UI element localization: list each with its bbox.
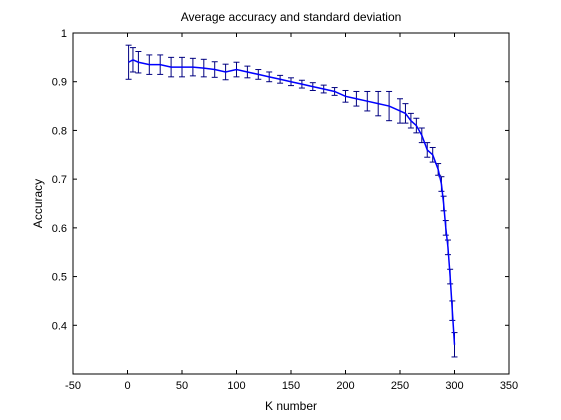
x-tick-label: 250 [391,380,409,392]
x-tick-label: -50 [65,380,81,392]
y-tick-label: 0.4 [52,320,67,332]
x-axis-label: K number [265,399,317,413]
plot-area [72,32,510,375]
y-tick-label: 0.6 [52,223,67,235]
y-tick-label: 0.7 [52,174,67,186]
y-axis-label: Accuracy [31,179,45,228]
y-tick-label: 1 [61,28,67,40]
x-tick-label: 150 [282,380,300,392]
x-tick-label: 50 [176,380,188,392]
y-tick-label: 0.5 [52,272,67,284]
x-tick-label: 200 [336,380,354,392]
y-tick-label: 0.9 [52,77,67,89]
chart-title: Average accuracy and standard deviation [181,10,402,24]
x-tick-label: 300 [445,380,463,392]
x-tick-label: 350 [500,380,518,392]
series-line [128,58,456,345]
x-tick-label: 100 [227,380,245,392]
y-tick-label: 0.8 [52,125,67,137]
x-tick-label: 0 [124,380,130,392]
